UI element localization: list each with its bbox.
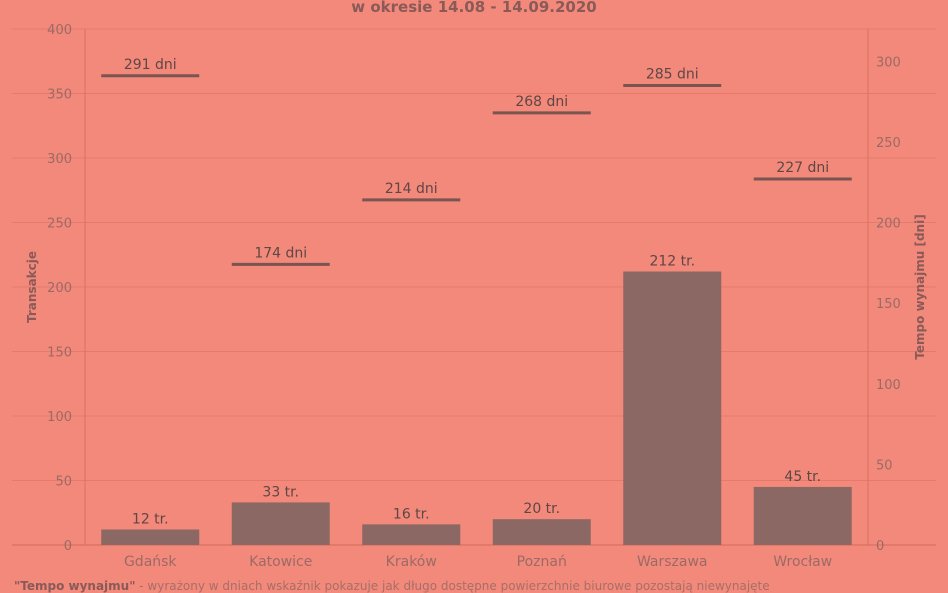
category-label: Wrocław bbox=[773, 554, 832, 570]
left-tick-label: 400 bbox=[47, 23, 72, 38]
left-axis-title: Transakcje bbox=[25, 251, 39, 323]
left-tick-label: 100 bbox=[47, 410, 72, 425]
right-axis-ticks: 0 50 100 150 200 250 300 bbox=[876, 55, 901, 554]
category-label: Warszawa bbox=[637, 554, 708, 570]
category-label: Gdańsk bbox=[124, 554, 177, 570]
bar bbox=[492, 519, 591, 545]
footnote: "Tempo wynajmu" - wyrażony w dniach wska… bbox=[14, 579, 770, 593]
right-tick-label: 200 bbox=[876, 217, 901, 232]
bar bbox=[623, 271, 722, 545]
footnote-text: - wyrażony w dniach wskaźnik pokazuje ja… bbox=[135, 579, 769, 593]
left-tick-label: 350 bbox=[47, 88, 72, 103]
footnote-term: "Tempo wynajmu" bbox=[14, 579, 135, 593]
tempo-data-label: 291 dni bbox=[124, 57, 177, 73]
tempo-data-label: 227 dni bbox=[776, 160, 829, 176]
bar-series: 12 tr. 33 tr. 16 tr. 20 tr. 212 tr. 45 tr. bbox=[101, 254, 852, 545]
bar-data-label: 16 tr. bbox=[393, 506, 430, 522]
right-tick-label: 150 bbox=[876, 297, 901, 312]
bar bbox=[753, 486, 852, 545]
category-labels: Gdańsk Katowice Kraków Poznań Warszawa Wrocła… bbox=[124, 554, 832, 570]
category-label: Katowice bbox=[249, 554, 312, 570]
bar bbox=[101, 529, 200, 545]
right-tick-label: 0 bbox=[876, 539, 884, 554]
left-tick-label: 150 bbox=[47, 346, 72, 361]
bar-data-label: 20 tr. bbox=[523, 501, 560, 517]
grid-lines bbox=[12, 28, 936, 546]
bar bbox=[231, 502, 330, 545]
right-tick-label: 100 bbox=[876, 378, 901, 393]
bar-data-label: 33 tr. bbox=[262, 484, 299, 500]
right-tick-label: 300 bbox=[876, 55, 901, 70]
category-label: Poznań bbox=[517, 554, 567, 570]
bar-data-label: 212 tr. bbox=[649, 254, 695, 270]
line-series: 291 dni 174 dni 214 dni 268 dni 285 dni 227 d… bbox=[101, 57, 852, 266]
left-tick-label: 0 bbox=[64, 539, 72, 554]
left-axis-ticks: 0 50 100 150 200 250 300 350 400 bbox=[47, 23, 72, 554]
left-tick-label: 300 bbox=[47, 152, 72, 167]
bar bbox=[362, 524, 461, 545]
chart-title: w okresie 14.08 - 14.09.2020 bbox=[351, 0, 596, 16]
tempo-data-label: 285 dni bbox=[646, 66, 699, 82]
right-tick-label: 250 bbox=[876, 136, 901, 151]
category-label: Kraków bbox=[386, 554, 437, 570]
right-axis-title: Tempo wynajmu [dni] bbox=[913, 214, 927, 359]
tempo-data-label: 174 dni bbox=[254, 245, 307, 261]
left-tick-label: 200 bbox=[47, 281, 72, 296]
right-tick-label: 50 bbox=[876, 458, 893, 473]
tempo-data-label: 268 dni bbox=[515, 94, 568, 110]
bar-data-label: 12 tr. bbox=[132, 512, 169, 528]
tempo-data-label: 214 dni bbox=[385, 181, 438, 197]
left-tick-label: 50 bbox=[55, 475, 72, 490]
left-tick-label: 250 bbox=[47, 217, 72, 232]
bar-data-label: 45 tr. bbox=[784, 469, 821, 485]
